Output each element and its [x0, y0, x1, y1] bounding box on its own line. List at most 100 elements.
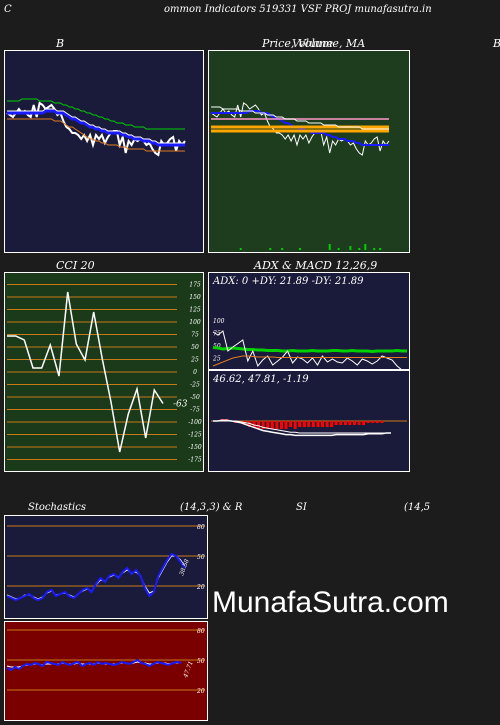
macd-histogram-bar-36	[375, 421, 379, 423]
volume-bar-47	[349, 246, 352, 250]
macd-histogram-bar-18	[293, 421, 297, 429]
macd-histogram-bar-32	[357, 421, 361, 425]
macd-histogram-bar-29	[343, 421, 347, 425]
price-series-1-line	[211, 110, 389, 146]
rsi-tick-label-0: 80	[197, 628, 205, 635]
macd-histogram-bar-17	[289, 421, 293, 427]
si-params-label: (14,5	[404, 502, 431, 513]
macd-histogram-bar-19	[298, 421, 302, 427]
macd-histogram-bar-30	[348, 421, 352, 425]
adx-macd-label: ADX & MACD 12,26,9	[254, 259, 378, 272]
rsi-tick-label-2: 20	[196, 688, 205, 695]
adx-series-1-line	[212, 330, 402, 369]
cci-tick-label-1: 150	[189, 294, 201, 301]
macd-histogram-bar-24	[321, 421, 324, 427]
macd-histogram-bar-22	[311, 421, 315, 427]
macd-histogram-bar-20	[302, 421, 306, 427]
adx-panel: ADX: 0 +DY: 21.89 -DY: 21.89 100 75 50 25	[208, 272, 410, 370]
volume-bar-24	[281, 248, 284, 250]
stochastics-params-label: (14,3,3) & R	[180, 502, 243, 513]
macd-histogram-bar-15	[280, 421, 283, 429]
macd-histogram-bar-11	[261, 421, 265, 429]
macd-histogram-bar-23	[316, 421, 320, 427]
price-panel	[208, 50, 410, 253]
macd-histogram-bar-21	[307, 421, 311, 427]
macd-histogram-bar-33	[362, 421, 366, 425]
volume-bar-43	[337, 248, 340, 250]
macd-histogram-bar-8	[248, 421, 251, 427]
cci-tick-label-14: -175	[188, 457, 202, 464]
b-series-1-line	[7, 109, 185, 147]
b-series-0-line	[6, 101, 186, 157]
macd-values: 46.62, 47.81, -1.19	[213, 374, 309, 385]
rsi-value-label: 47.71	[182, 660, 195, 679]
macd-histogram-bar-35	[371, 421, 375, 423]
stoch-k-line	[6, 552, 186, 602]
b-series-2-line	[7, 108, 185, 144]
adx-series-2-line	[212, 355, 407, 367]
cci-tick-label-3: 100	[189, 319, 201, 326]
rsi-panel: 80 50 20 47.71	[4, 621, 208, 721]
macd-histogram-bar-25	[325, 421, 329, 427]
stoch-tick-label-2: 20	[196, 584, 205, 591]
left-glyph: C	[4, 4, 12, 15]
macd-histogram-bar-37	[380, 421, 384, 423]
rsi-line	[6, 658, 182, 672]
macd-histogram-bar-16	[284, 421, 288, 429]
macd-histogram-bar-27	[334, 421, 338, 425]
stoch-tick-label-0: 80	[197, 524, 205, 531]
macd-line	[213, 419, 391, 437]
b-panel	[4, 50, 204, 253]
rsi-panel-chart: 80 50 20 47.71	[6, 628, 205, 695]
cci-value-label: -63	[173, 400, 188, 410]
rsi-tick-label-1: 50	[197, 658, 205, 665]
cci-tick-label-0: 175	[189, 282, 201, 289]
cci-line	[7, 291, 164, 453]
cci-panel: 175 150 125 100 75 50 25 0 -25 -50 -75 -100 -125 -150…	[4, 272, 204, 472]
adx-tick-label-0: 100	[213, 318, 225, 325]
b-series-3-line	[7, 98, 185, 130]
macd-histogram-bar-13	[270, 421, 274, 429]
macd-histogram-bar-12	[266, 421, 270, 429]
cci-tick-label-8: -25	[190, 382, 200, 389]
volume-bar-10	[239, 248, 242, 250]
price-volume-overlap-label: Volume	[292, 37, 334, 50]
volume-bar-52	[364, 244, 367, 250]
page-title: ommon Indicators 519331 VSF PROJ munafas…	[164, 4, 432, 15]
si-label: SI	[296, 502, 307, 513]
stochastics-label: Stochastics	[28, 502, 86, 513]
adx-tick-label-3: 25	[212, 356, 221, 363]
watermark-logo: MunafaSutra.com	[212, 586, 449, 619]
cci-tick-label-13: -150	[188, 444, 202, 451]
adx-values: ADX: 0 +DY: 21.89 -DY: 21.89	[213, 276, 364, 287]
stochastics-panel: 80 50 20 38.58	[4, 515, 208, 619]
adx-series-0-line	[212, 346, 407, 354]
macd-histogram-bar-10	[257, 421, 261, 429]
cci-panel-label: CCI 20	[56, 259, 95, 272]
price-panel-label: Price, Volume, MA	[262, 37, 366, 50]
cci-tick-label-5: 50	[191, 344, 199, 351]
volume-bar-20	[269, 248, 272, 250]
price-series-5-line	[211, 106, 389, 130]
cci-tick-label-12: -125	[188, 432, 202, 439]
macd-histogram-bar-26	[330, 421, 334, 427]
cci-tick-label-2: 125	[189, 307, 201, 314]
volume-bar-30	[299, 248, 301, 250]
macd-signal-line	[213, 420, 391, 434]
macd-panel-chart	[211, 419, 407, 437]
cci-tick-label-11: -100	[188, 419, 202, 426]
macd-panel: 46.62, 47.81, -1.19	[208, 370, 410, 472]
right-b-label: B	[493, 37, 500, 50]
stoch-tick-label-1: 50	[197, 554, 205, 561]
cci-tick-label-7: 0	[193, 369, 197, 376]
macd-histogram-bar-34	[366, 421, 370, 423]
cci-tick-label-10: -75	[190, 407, 200, 414]
b-panel-chart	[6, 98, 186, 157]
volume-bar-50	[358, 248, 361, 250]
price-panel-chart	[210, 102, 390, 250]
volume-bar-57	[379, 248, 382, 250]
volume-bar-40	[328, 244, 331, 250]
macd-histogram-bar-28	[339, 421, 343, 425]
